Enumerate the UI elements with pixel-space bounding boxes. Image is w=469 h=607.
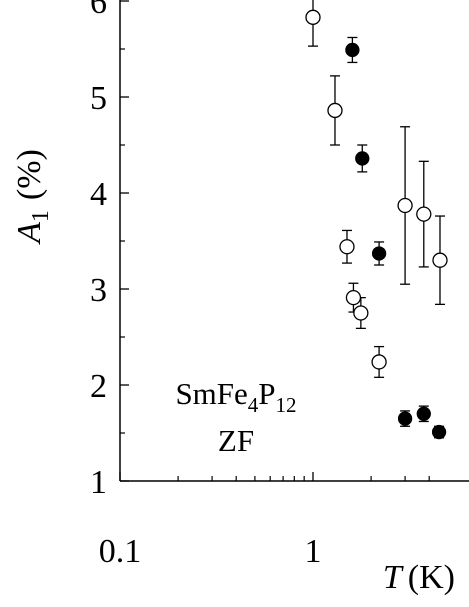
x-tick-label: 1 bbox=[305, 533, 322, 570]
y-tick-label: 4 bbox=[90, 176, 107, 213]
x-axis-label: T (K) bbox=[383, 559, 455, 596]
open-data-point bbox=[432, 252, 448, 268]
open-data-point bbox=[353, 305, 369, 321]
x-tick-label: 0.1 bbox=[99, 533, 142, 570]
open-data-point bbox=[397, 197, 413, 214]
ticks bbox=[119, 0, 430, 482]
sample-label: SmFe4P12 bbox=[175, 376, 296, 417]
y-tick-label: 1 bbox=[90, 464, 107, 501]
filled-data-point bbox=[345, 42, 360, 58]
filled-data-point bbox=[416, 406, 431, 421]
data-markers bbox=[305, 9, 448, 440]
y-axis-label: A1(%) bbox=[11, 149, 54, 245]
open-data-point bbox=[371, 354, 387, 370]
y-tick-label: 6 bbox=[90, 0, 107, 21]
filled-data-point bbox=[397, 411, 413, 426]
filled-data-point bbox=[355, 151, 370, 166]
open-data-point bbox=[339, 239, 355, 255]
open-data-point bbox=[345, 289, 362, 306]
field-label: ZF bbox=[218, 423, 254, 458]
y-tick-label: 5 bbox=[90, 80, 107, 117]
y-tick-label: 2 bbox=[90, 368, 107, 405]
tick-labels: 1 2 3 4 5 6 0.1 1 bbox=[90, 0, 322, 570]
open-data-point bbox=[416, 206, 432, 222]
filled-data-point bbox=[431, 424, 447, 440]
filled-data-point bbox=[371, 246, 387, 261]
open-data-point bbox=[305, 9, 321, 25]
open-data-point bbox=[327, 102, 343, 119]
y-tick-label: 3 bbox=[90, 272, 107, 309]
